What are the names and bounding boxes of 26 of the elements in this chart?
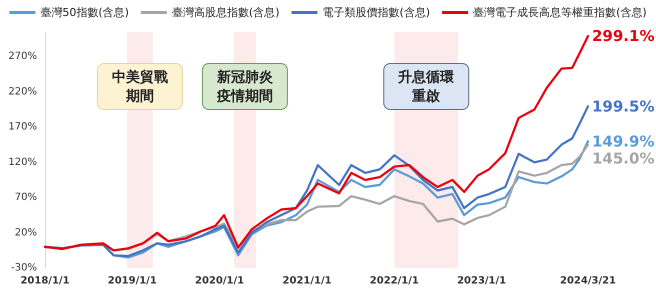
- x-tick-label: 2021/1/1: [282, 276, 332, 286]
- x-tick-label: 2020/1/1: [195, 276, 244, 286]
- x-tick-label: 2024/3/21: [560, 276, 616, 286]
- y-tick-label: 220%: [8, 86, 37, 98]
- x-tick-label: 2019/1/1: [108, 276, 157, 286]
- y-tick-label: -30%: [11, 262, 37, 274]
- data-label: 299.1%: [592, 27, 654, 46]
- data-label: 199.5%: [592, 97, 654, 116]
- band-label: 新冠肺炎疫情期間: [216, 68, 273, 104]
- y-tick-label: 70%: [14, 192, 37, 204]
- legend-label: 電子類股價指數(含息): [322, 6, 430, 19]
- y-tick-label: 120%: [8, 156, 37, 168]
- data-label: 149.9%: [592, 132, 654, 150]
- y-tick-label: 270%: [8, 51, 37, 62]
- legend-label: 臺灣50指數(含息): [40, 6, 129, 19]
- x-tick-label: 2018/1/1: [20, 276, 70, 286]
- line-series: [44, 35, 590, 252]
- y-tick-label: 20%: [14, 227, 37, 238]
- legend-label: 臺灣電子成長高息等權重指數(含息): [473, 6, 647, 19]
- legend-label: 臺灣高股息指數(含息): [172, 6, 280, 19]
- band-label: 中美貿戰期間: [112, 68, 168, 104]
- data-label: 145.0%: [592, 149, 654, 168]
- x-tick-label: 2023/1/1: [457, 276, 506, 286]
- y-tick-label: 170%: [8, 122, 37, 133]
- x-tick-label: 2022/1/1: [370, 276, 419, 286]
- band-label: 升息循環重啟: [397, 68, 456, 104]
